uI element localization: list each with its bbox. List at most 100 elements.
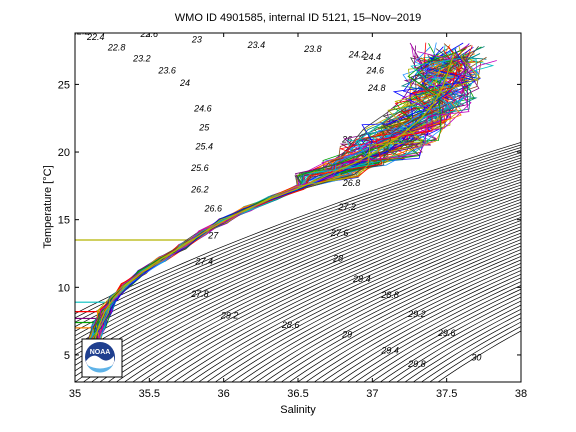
isopycnal-label: 28.8 [380,290,399,300]
isopycnal-line [380,300,521,382]
isopycnal-line [75,142,521,315]
isopycnal-label: 25 [198,122,210,132]
isopycnal-line [404,313,521,382]
profile-line [88,49,466,354]
isopycnal-label: 25.4 [195,141,214,151]
isopycnal-line [157,207,521,382]
isopycnal-label: 30 [471,352,481,362]
isopycnal-line [281,256,521,382]
isopycnal-line [215,229,521,382]
x-tick-label: 35 [69,388,81,400]
isopycnal-line [190,220,521,382]
profile-data [75,42,497,355]
isopycnal-label: 23.2 [132,53,151,63]
isopycnal-label: 26.2 [190,185,209,195]
isopycnal-label: 22.6 [140,29,159,39]
isopycnal-label: 27.6 [330,228,349,238]
noaa-logo: NOAA [81,338,123,378]
isopycnal-lines [75,142,521,382]
x-axis-label: Salinity [280,404,316,416]
x-tick-label: 37.5 [436,388,457,400]
isopycnal-line [355,288,521,382]
x-tick-label: 36.5 [287,388,308,400]
isopycnal-line [75,144,521,319]
isopycnal-line [83,181,521,382]
isopycnal-label: 22.4 [86,32,105,42]
isopycnal-label: 24.2 [348,49,367,59]
isopycnal-line [182,217,521,382]
isopycnal-line [322,273,521,382]
isopycnal-line [75,149,521,328]
y-axis-ticks: 5 10 15 20 25 [58,79,521,362]
isopycnal-line [256,245,521,382]
isopycnal-label: 24 [179,78,190,88]
chart-title: WMO ID 4901585, internal ID 5121, 15–Nov… [175,12,421,24]
isopycnal-label: 28.4 [352,274,371,284]
x-tick-label: 38 [515,388,527,400]
isopycnal-label: 26.6 [204,204,223,214]
isopycnal-line [124,196,521,382]
isopycnal-line [314,270,521,382]
x-tick-label: 37 [366,388,378,400]
isopycnal-label: 27.8 [190,289,209,299]
isopycnal-label: 24.8 [367,83,386,93]
isopycnal-label: 27.4 [195,256,214,266]
isopycnal-line [413,317,521,382]
isopycnal-label: 29.6 [437,328,456,338]
isopycnal-label: 29.2 [220,310,239,320]
isopycnal-label: 29.4 [380,346,399,356]
isopycnal-line [173,213,521,382]
isopycnal-line [75,147,521,323]
isopycnal-line [91,184,521,382]
isopycnal-label: 26 [341,135,352,145]
y-tick-label: 25 [58,79,70,91]
x-tick-label: 36 [218,388,230,400]
isopycnal-line [75,176,521,377]
isopycnal-line [107,190,521,382]
isopycnal-line [75,170,521,366]
isopycnal-line [99,187,521,382]
isopycnal-line [75,160,521,346]
isopycnal-label: 23.4 [247,40,266,50]
isopycnal-line [75,152,521,332]
isopycnal-label: 29.2 [407,309,426,319]
isopycnal-labels: 22.222.4 22.6 22.8 23 23.2 23.4 23.6 23.8 24 24.2… [75,29,481,369]
isopycnal-label: 22.8 [107,43,126,53]
noaa-logo-text: NOAA [90,349,111,356]
isopycnal-label: 24.4 [363,52,382,62]
profile-line [88,58,461,353]
isopycnal-line [338,281,521,382]
isopycnal-line [363,292,521,382]
isopycnal-line [75,168,521,361]
isopycnal-line [206,226,521,382]
isopycnal-line [371,296,521,382]
isopycnal-line [388,304,521,382]
isopycnal-label: 27.2 [337,202,356,212]
isopycnal-label: 23.8 [303,44,322,54]
isopycnal-line [330,277,521,382]
mean-profile-line [89,53,455,353]
isopycnal-line [421,321,521,382]
profile-line [82,45,481,352]
isopycnal-label: 26.8 [342,178,361,188]
isopycnal-line [75,173,521,372]
isopycnal-label: 24.6 [193,104,212,114]
isopycnal-line [149,204,521,382]
isopycnal-line [165,210,521,382]
isopycnal-label: 24.6 [366,66,385,76]
isopycnal-label: 29 [341,329,352,339]
isopycnal-label: 23 [191,35,202,45]
y-tick-label: 10 [58,282,70,294]
isopycnal-line [239,239,521,382]
isopycnal-line [264,249,521,382]
y-axis-label: Temperature [°C] [42,165,54,248]
isopycnal-line [272,252,521,382]
isopycnal-line [75,165,521,356]
isopycnal-line [223,232,521,382]
isopycnal-line [132,198,521,382]
isopycnal-label: 27 [207,231,219,241]
isopycnal-label: 28.6 [281,320,300,330]
y-tick-label: 5 [64,350,70,362]
